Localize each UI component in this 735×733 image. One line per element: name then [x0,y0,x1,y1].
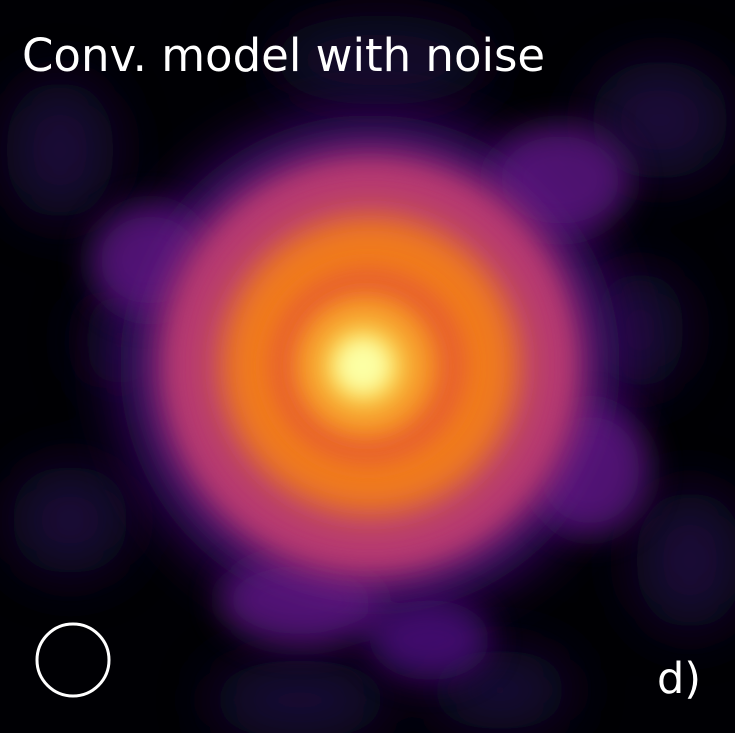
beam-ellipse-icon [35,622,111,698]
halo-lobes [90,125,650,680]
panel-label: d) [657,654,702,704]
panel-title: Conv. model with noise [22,29,546,82]
